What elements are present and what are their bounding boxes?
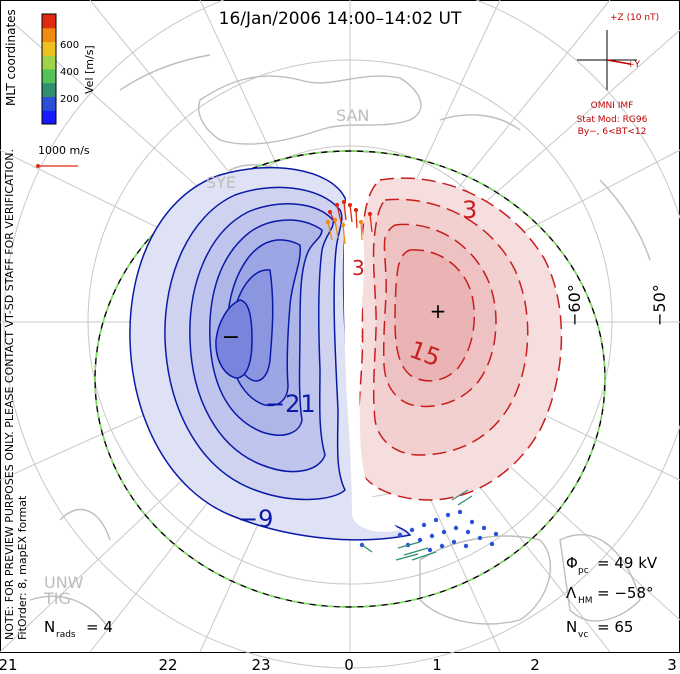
reference-vector	[36, 164, 78, 168]
lambda-symbol: Λ	[566, 584, 577, 602]
ref-vector-label: 1000 m/s	[38, 144, 90, 157]
contour-label-neg9: −9	[238, 505, 273, 533]
phi-value: = 49 kV	[597, 554, 658, 572]
lat-label-50: −50°	[650, 284, 669, 326]
nrads-subscript: rads	[56, 630, 76, 640]
imf-z-label: +Z (10 nT)	[610, 13, 659, 23]
phi-symbol: Φ	[566, 554, 578, 572]
station-tig: TIG	[43, 589, 71, 608]
mlt-label-21: 21	[0, 656, 18, 674]
mlt-label-0: 0	[344, 656, 354, 674]
colorbar-unit: Vel [m/s]	[83, 45, 96, 94]
colorbar-swatch	[42, 41, 56, 56]
contour-label-neg21: −21	[265, 390, 316, 418]
colorbar-border	[41, 13, 57, 125]
negative-cell	[129, 166, 412, 541]
colorbar-tick-200: 200	[60, 94, 79, 105]
imf-bin: By−, 6<BT<12	[578, 127, 647, 137]
imf-source: OMNI IMF	[591, 101, 634, 111]
cell-gap	[343, 198, 400, 532]
coords-label: MLT coordinates	[4, 9, 18, 106]
fit-order-note: FitOrder: 8, mapEX format	[16, 495, 29, 640]
colorbar-swatch	[42, 82, 56, 97]
colorbar-swatch	[42, 55, 56, 70]
stat-lambda: Λ HM = −58°	[566, 584, 654, 606]
velocity-colorbar	[41, 13, 57, 125]
velocity-vectors-dawn	[359, 489, 499, 561]
colorbar-swatch	[42, 110, 56, 125]
imf-y-label: +Y	[627, 60, 641, 70]
lambda-value: = −58°	[597, 584, 654, 602]
colorbar-tick-600: 600	[60, 40, 79, 51]
contour-label-3a: 3	[462, 196, 477, 224]
colorbar-swatch	[42, 27, 56, 42]
nvc-subscript: vc	[578, 630, 588, 640]
preview-note: NOTE: FOR PREVIEW PURPOSES ONLY. PLEASE …	[3, 149, 16, 640]
nvc-symbol: N	[566, 618, 577, 636]
lat-label-60: −60°	[565, 284, 584, 326]
contour-label-3b: 3	[352, 256, 365, 280]
mlt-label-22: 22	[158, 656, 177, 674]
colorbar-swatch	[42, 96, 56, 111]
stat-nvc: N vc = 65	[566, 618, 633, 640]
colorbar-tick-400: 400	[60, 67, 79, 78]
imf-dial	[577, 30, 637, 90]
imf-model: Stat Mod: RG96	[577, 115, 648, 125]
stat-phi: Φ pc = 49 kV	[566, 554, 658, 576]
colorbar-swatch	[42, 14, 56, 29]
mlt-label-23: 23	[251, 656, 270, 674]
phi-subscript: pc	[578, 566, 589, 576]
station-sye: SYE	[206, 173, 236, 192]
velocity-vectors-noon	[325, 199, 373, 245]
nrads-symbol: N	[44, 618, 55, 636]
station-unw: UNW	[44, 573, 84, 592]
lambda-subscript: HM	[578, 596, 593, 606]
nvc-value: = 65	[597, 618, 633, 636]
nrads-value: = 4	[86, 618, 113, 636]
stat-nrads: N rads = 4	[44, 618, 113, 640]
mlt-label-2: 2	[530, 656, 540, 674]
mlt-axis: 21 22 23 0 1 2 3	[0, 656, 677, 674]
hm-boundary	[94, 150, 606, 608]
positive-cell	[357, 177, 563, 501]
potential-max-marker: +	[430, 299, 447, 323]
station-san: SAN	[336, 106, 369, 125]
mlt-label-3: 3	[667, 656, 677, 674]
colorbar-swatch	[42, 69, 56, 84]
plot-title: 16/Jan/2006 14:00–14:02 UT	[219, 9, 462, 29]
potential-min-marker: −	[222, 325, 240, 350]
mlt-label-1: 1	[432, 656, 442, 674]
